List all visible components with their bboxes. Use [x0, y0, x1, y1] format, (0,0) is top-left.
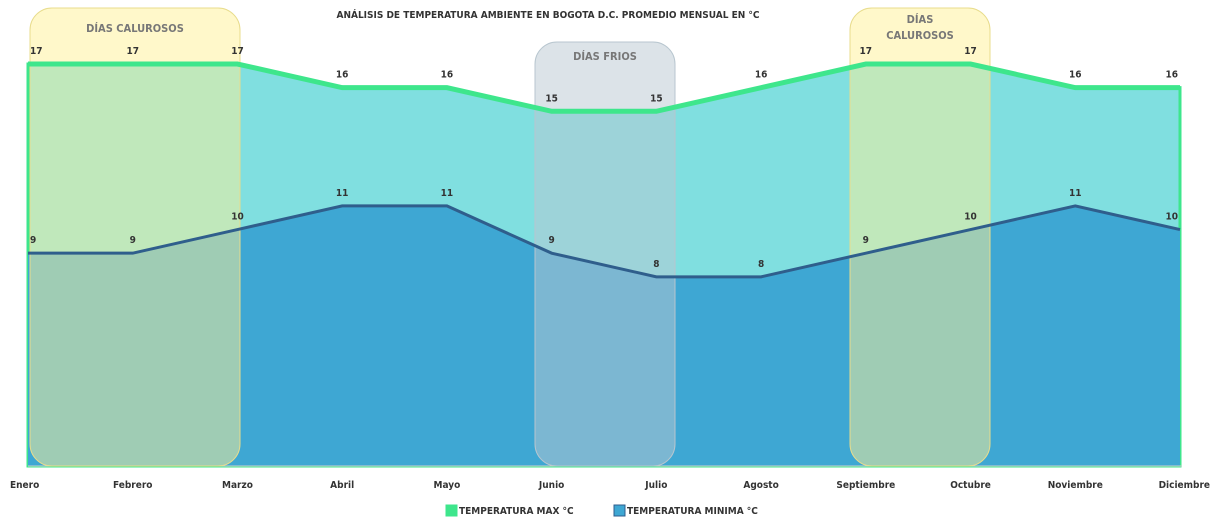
- line: [28, 204, 1181, 279]
- x-tick-label: Julio: [644, 480, 667, 491]
- data-label: 16: [441, 70, 454, 81]
- data-label: 15: [545, 93, 558, 104]
- data-label: 10: [964, 212, 977, 223]
- x-tick-label: Enero: [10, 480, 39, 491]
- annotation: DÍAS CALUROSOS: [86, 22, 184, 35]
- legend-label: TEMPERATURA MAX °C: [459, 506, 574, 517]
- data-label: 16: [1069, 70, 1082, 81]
- annotations: DÍAS CALUROSOS DÍAS FRIOS DÍAS CALUROSOS: [29, 7, 991, 467]
- x-tick-label: Noviembre: [1048, 480, 1103, 491]
- data-label: 11: [336, 188, 349, 199]
- legend-swatch: [613, 504, 626, 517]
- data-label: 9: [549, 235, 555, 246]
- annotation: CALUROSOS: [886, 29, 954, 42]
- data-label: 16: [336, 70, 349, 81]
- x-tick-label: Septiembre: [836, 480, 895, 491]
- data-label: 17: [30, 46, 43, 57]
- data-label: 9: [863, 235, 869, 246]
- data-label: 9: [30, 235, 36, 246]
- data-label: 11: [1069, 188, 1082, 199]
- data-label: 16: [755, 70, 768, 81]
- data-label: 16: [1165, 70, 1178, 81]
- data-label: 17: [964, 46, 977, 57]
- chart-title: ANÁLISIS DE TEMPERATURA AMBIENTE EN BOGO…: [336, 8, 759, 21]
- annotation: DÍAS FRIOS: [573, 50, 637, 63]
- highlight-box: [849, 7, 991, 467]
- data-label: 11: [441, 188, 454, 199]
- x-tick-label: Febrero: [113, 480, 152, 491]
- data-label: 10: [1165, 212, 1178, 223]
- annotation: DÍAS: [907, 13, 934, 26]
- data-label: 17: [126, 46, 139, 57]
- x-tick-label: Agosto: [743, 480, 778, 491]
- data-label: 10: [231, 212, 244, 223]
- x-tick-label: Octubre: [950, 480, 991, 491]
- highlight-box: [29, 7, 241, 467]
- data-label: 8: [653, 259, 659, 270]
- data-label: 8: [758, 259, 764, 270]
- legend-label: TEMPERATURA MINIMA °C: [627, 506, 758, 517]
- x-tick-label: Mayo: [434, 480, 461, 491]
- data-label: 15: [650, 93, 663, 104]
- x-tick-label: Abril: [330, 480, 354, 491]
- legend-swatch: [445, 504, 458, 517]
- data-label: 17: [231, 46, 244, 57]
- x-tick-label: Marzo: [222, 480, 253, 491]
- x-tick-label: Junio: [538, 480, 564, 491]
- data-label: 17: [860, 46, 873, 57]
- x-tick-label: Diciembre: [1159, 480, 1210, 491]
- line: [28, 61, 1180, 114]
- highlight-box: [534, 41, 676, 467]
- data-label: 9: [130, 235, 136, 246]
